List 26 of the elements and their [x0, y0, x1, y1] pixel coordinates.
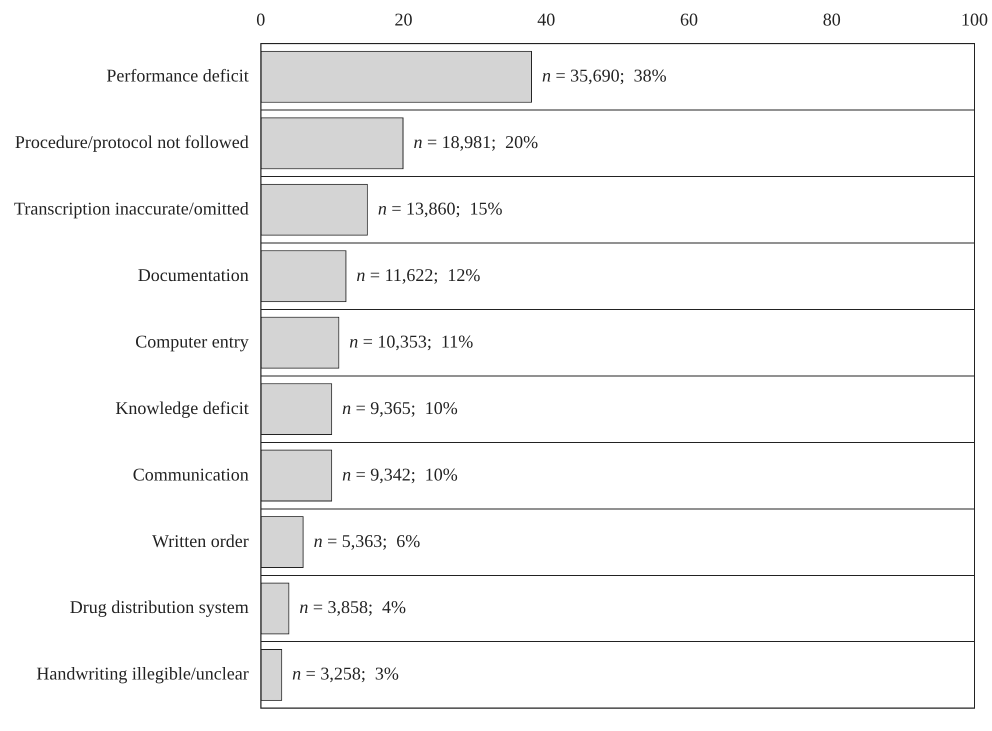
data-label: n = 10,353; 11%	[349, 331, 474, 352]
data-label: n = 9,342; 10%	[342, 464, 458, 484]
data-label: n = 18,981; 20%	[414, 132, 538, 152]
data-label: n = 13,860; 15%	[378, 198, 502, 218]
y-tick-label: Handwriting illegible/unclear	[36, 664, 249, 684]
data-label: n = 3,858; 4%	[299, 597, 406, 618]
x-tick-label: 0	[256, 10, 266, 30]
y-tick-label: Procedure/protocol not followed	[14, 132, 249, 152]
x-tick-label: 20	[394, 10, 413, 30]
y-tick-label: Communication	[132, 464, 249, 484]
x-tick-label: 60	[680, 10, 698, 30]
y-tick-label: Transcription inaccurate/omitted	[14, 198, 249, 218]
y-tick-label: Documentation	[138, 264, 249, 285]
y-tick-label: Performance deficit	[106, 66, 249, 86]
data-label: n = 3,258; 3%	[292, 664, 399, 684]
data-label: n = 11,622; 12%	[356, 264, 480, 285]
data-label: n = 35,690; 38%	[542, 66, 667, 86]
x-tick-label: 100	[961, 10, 988, 30]
y-tick-label: Knowledge deficit	[115, 398, 249, 418]
y-tick-label: Written order	[152, 530, 249, 551]
data-label: n = 5,363; 6%	[314, 530, 420, 551]
y-tick-label: Computer entry	[135, 331, 249, 352]
x-tick-label: 80	[822, 10, 841, 30]
data-label: n = 9,365; 10%	[342, 398, 458, 418]
x-tick-label: 40	[537, 10, 556, 30]
y-tick-label: Drug distribution system	[70, 597, 249, 618]
